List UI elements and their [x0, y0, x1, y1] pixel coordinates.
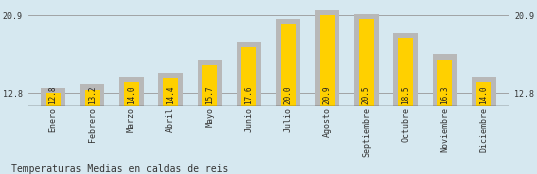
Bar: [237, 42, 261, 106]
Text: 14.4: 14.4: [166, 86, 175, 104]
Bar: [315, 10, 339, 106]
Text: 20.0: 20.0: [284, 86, 293, 104]
Bar: [85, 90, 100, 106]
Text: 20.9: 20.9: [323, 86, 332, 104]
Bar: [202, 65, 217, 106]
Text: 13.2: 13.2: [88, 86, 97, 104]
Bar: [198, 60, 222, 106]
Bar: [320, 15, 335, 106]
Bar: [80, 84, 104, 106]
Bar: [276, 19, 300, 106]
Text: 15.7: 15.7: [205, 86, 214, 104]
Text: 18.5: 18.5: [401, 86, 410, 104]
Bar: [119, 77, 143, 106]
Bar: [124, 82, 139, 106]
Bar: [281, 24, 295, 106]
Text: Temperaturas Medias en caldas de reis: Temperaturas Medias en caldas de reis: [11, 164, 228, 174]
Bar: [354, 14, 379, 106]
Bar: [472, 77, 496, 106]
Bar: [46, 93, 61, 106]
Text: 12.8: 12.8: [48, 86, 57, 104]
Text: 16.3: 16.3: [440, 86, 449, 104]
Bar: [394, 33, 418, 106]
Bar: [158, 73, 183, 106]
Bar: [433, 54, 457, 106]
Bar: [398, 38, 413, 106]
Bar: [437, 60, 452, 106]
Bar: [476, 82, 491, 106]
Bar: [163, 78, 178, 106]
Bar: [242, 47, 256, 106]
Text: 14.0: 14.0: [127, 86, 136, 104]
Bar: [41, 88, 65, 106]
Text: 14.0: 14.0: [480, 86, 489, 104]
Text: 17.6: 17.6: [244, 86, 253, 104]
Bar: [359, 19, 374, 106]
Text: 20.5: 20.5: [362, 86, 371, 104]
